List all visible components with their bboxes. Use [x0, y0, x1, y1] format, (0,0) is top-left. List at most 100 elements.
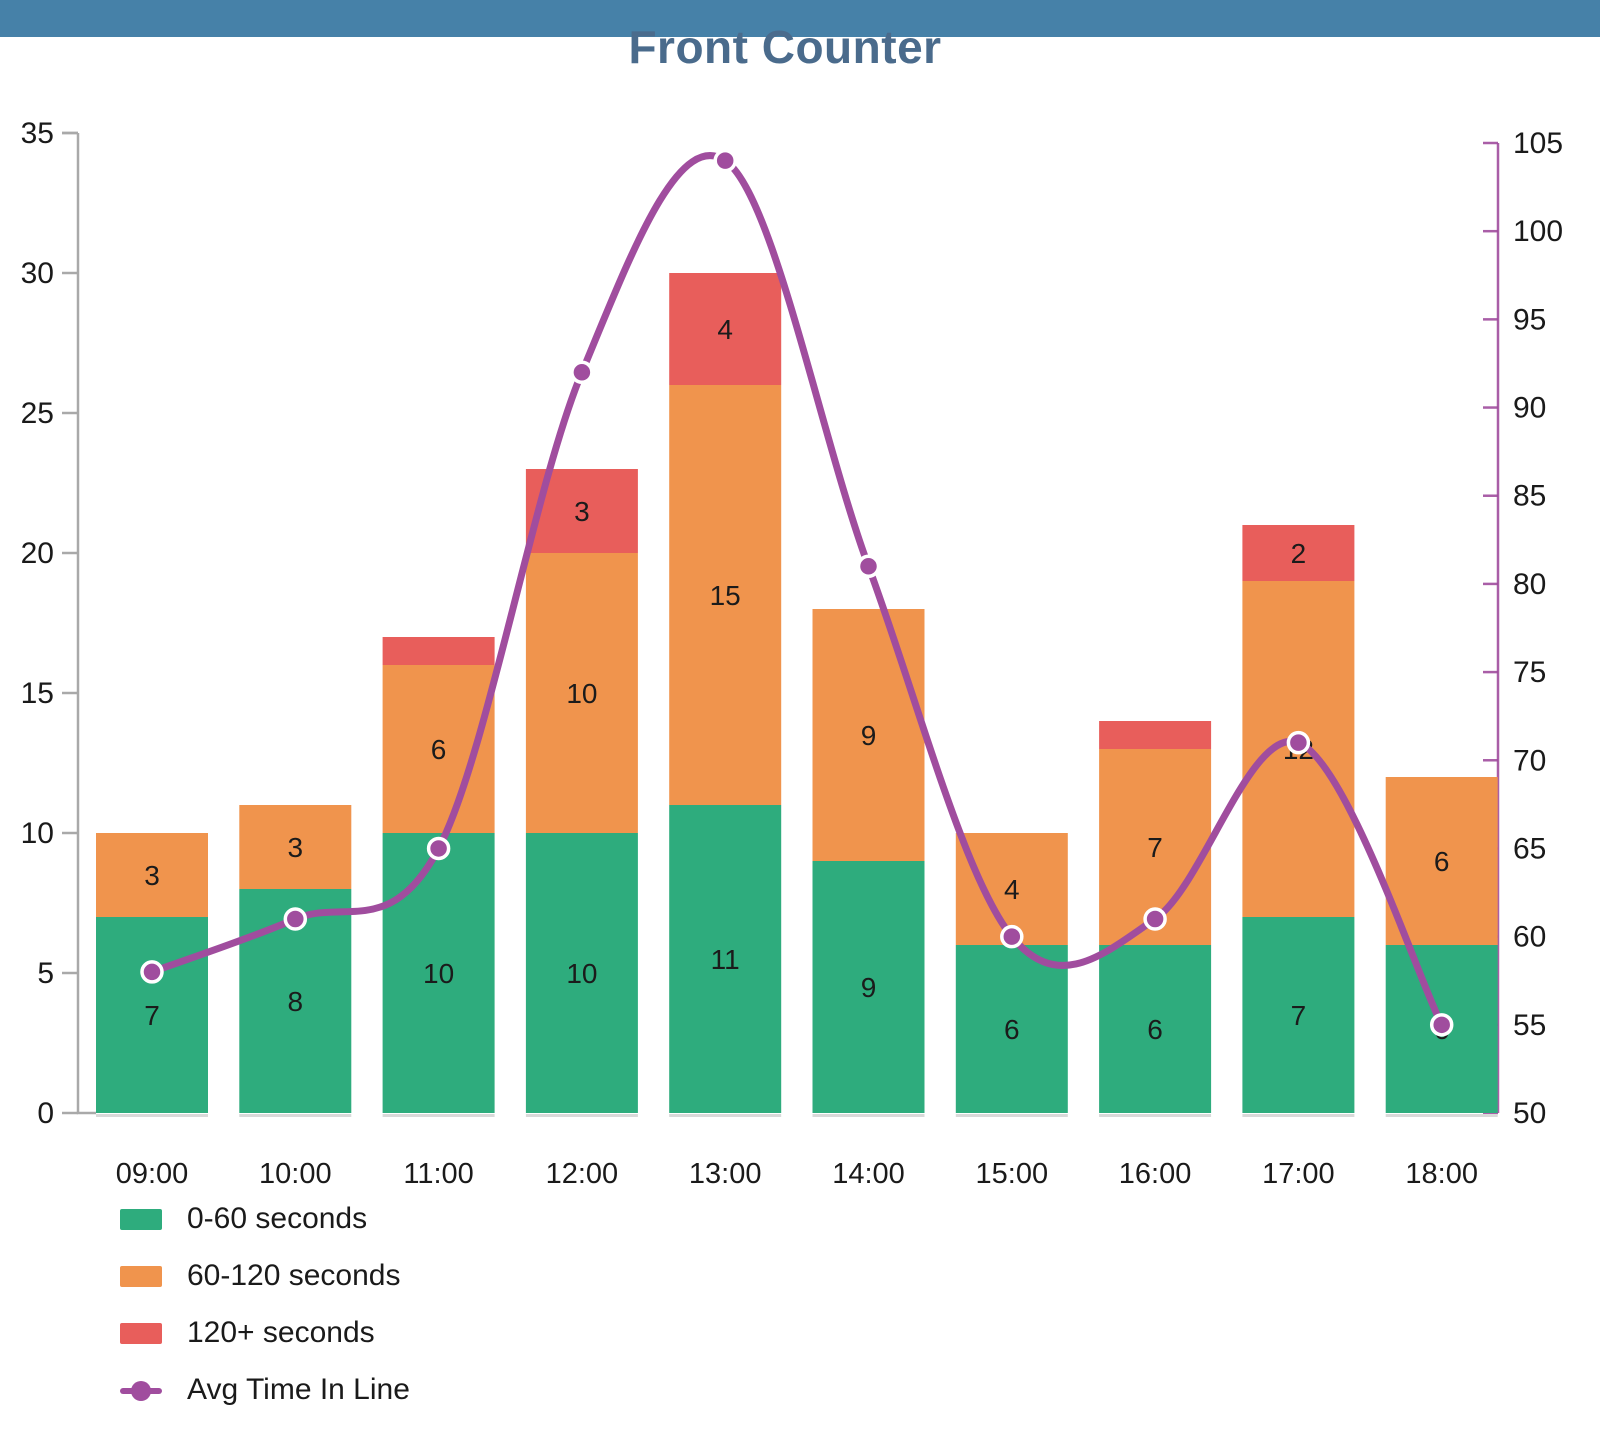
legend-item-60-120-seconds[interactable]: 60-120 seconds — [120, 1259, 410, 1292]
bar-shadow — [669, 1114, 782, 1117]
line-marker-12:00[interactable] — [570, 360, 594, 385]
bar-segment-11:00-120+-seconds[interactable] — [382, 637, 495, 665]
bar-segment-10:00-60-120-seconds[interactable] — [239, 805, 352, 889]
bar-segment-11:00-0-60-seconds[interactable] — [382, 833, 495, 1113]
bar-shadow — [1099, 1114, 1212, 1117]
bar-segment-13:00-120+-seconds[interactable] — [669, 273, 782, 385]
bar-value-label: 10 — [566, 958, 597, 989]
right-axis-tick-label: 65 — [1513, 832, 1546, 865]
bar-shadow — [812, 1114, 925, 1117]
left-axis-line — [62, 131, 96, 1115]
legend-label: 60-120 seconds — [187, 1259, 401, 1292]
bar-segment-14:00-60-120-seconds[interactable] — [812, 609, 925, 861]
bar-segment-09:00-60-120-seconds[interactable] — [96, 833, 208, 917]
right-axis-tick-label: 90 — [1513, 392, 1546, 425]
right-axis-tick-label: 95 — [1513, 303, 1546, 336]
x-axis-label-18:00: 18:00 — [1405, 1158, 1478, 1190]
bar-segment-16:00-0-60-seconds[interactable] — [1099, 945, 1212, 1113]
bar-value-label: 4 — [1004, 874, 1020, 905]
line-marker-14:00[interactable] — [856, 554, 881, 579]
line-marker-17:00[interactable] — [1286, 730, 1311, 755]
right-axis-tick-label: 50 — [1513, 1097, 1546, 1130]
legend-item-avg-time-in-line[interactable]: Avg Time In Line — [120, 1373, 410, 1406]
bar-value-label: 6 — [1434, 846, 1450, 877]
bar-value-label: 10 — [423, 958, 454, 989]
bar-segment-14:00-0-60-seconds[interactable] — [812, 861, 925, 1113]
legend-swatch-0-60-icon — [120, 1208, 162, 1230]
bar-value-label: 9 — [861, 720, 877, 751]
right-axis-tick-label: 85 — [1513, 480, 1546, 513]
line-marker-09:00[interactable] — [140, 960, 164, 984]
x-axis-label-11:00: 11:00 — [403, 1158, 473, 1190]
bar-shadow — [1242, 1114, 1355, 1117]
bar-value-label: 15 — [710, 580, 741, 611]
line-marker-16:00[interactable] — [1143, 907, 1167, 931]
x-axis-label-13:00: 13:00 — [689, 1158, 762, 1190]
bar-value-label: 6 — [1147, 1014, 1163, 1045]
chart-title: Front Counter — [628, 21, 942, 73]
header-bar — [0, 0, 1600, 37]
combo-chart: 0 5 10 15 20 25 30 35 50 55 60 65 70 75 80 85 90 95 100 105… — [21, 117, 1563, 1190]
left-axis-tick-label: 5 — [37, 957, 54, 990]
bar-segment-18:00-60-120-seconds[interactable] — [1385, 777, 1498, 945]
bar-value-label: 2 — [1291, 538, 1307, 569]
bar-segment-12:00-0-60-seconds[interactable] — [525, 833, 638, 1113]
bar-shadow — [1385, 1114, 1498, 1117]
bar-value-label: 10 — [566, 678, 597, 709]
x-axis-label-14:00: 14:00 — [832, 1158, 905, 1190]
right-axis-tick-label: 60 — [1513, 921, 1546, 954]
bar-segment-17:00-120+-seconds[interactable] — [1242, 525, 1355, 581]
left-axis-tick-label: 10 — [21, 817, 54, 850]
bar-segment-15:00-0-60-seconds[interactable] — [955, 945, 1068, 1113]
bar-segment-13:00-60-120-seconds[interactable] — [669, 385, 782, 805]
avg-time-line — [148, 152, 1446, 1029]
bar-value-label: 3 — [574, 496, 590, 527]
bar-segment-09:00-0-60-seconds[interactable] — [96, 917, 208, 1113]
right-axis-tick-label: 70 — [1513, 744, 1546, 777]
x-axis-label-09:00: 09:00 — [116, 1158, 189, 1190]
bar-value-label: 6 — [1004, 1014, 1020, 1045]
legend-item-0-60-seconds[interactable]: 0-60 seconds — [120, 1202, 410, 1235]
bar-value-label: 6 — [431, 734, 447, 765]
line-marker-13:00[interactable] — [713, 148, 737, 173]
right-axis-tick-label: 80 — [1513, 568, 1546, 601]
left-axis-tick-label: 15 — [21, 677, 54, 710]
left-axis-tick-label: 30 — [21, 257, 54, 290]
line-marker-10:00[interactable] — [283, 907, 308, 931]
left-axis-tick-label: 25 — [21, 397, 54, 430]
bar-value-label: 8 — [288, 986, 304, 1017]
line-marker-18:00[interactable] — [1429, 1013, 1454, 1037]
bar-value-label: 11 — [711, 944, 740, 975]
legend-label: 120+ seconds — [187, 1316, 375, 1349]
right-axis-tick-label: 105 — [1513, 127, 1563, 160]
bar-value-label: 3 — [288, 832, 304, 863]
x-axis-label-12:00: 12:00 — [546, 1158, 619, 1190]
legend-label: 0-60 seconds — [187, 1202, 368, 1235]
bar-value-label: 7 — [144, 1000, 160, 1031]
x-axis-label-15:00: 15:00 — [976, 1158, 1049, 1190]
legend-item-120-plus-seconds[interactable]: 120+ seconds — [120, 1316, 410, 1349]
right-axis-tick-label: 75 — [1513, 656, 1546, 689]
bar-value-label: 9 — [861, 972, 877, 1003]
bar-value-label: 7 — [1291, 1000, 1307, 1031]
left-axis-tick-label: 20 — [21, 537, 54, 570]
bar-segment-13:00-0-60-seconds[interactable] — [669, 805, 782, 1113]
bar-shadow — [96, 1114, 208, 1117]
bar-shadow — [239, 1114, 352, 1117]
left-axis-tick-label: 35 — [21, 117, 54, 150]
bar-shadow — [525, 1114, 638, 1117]
bar-value-label: 7 — [1147, 832, 1163, 863]
legend-swatch-60-120-icon — [120, 1265, 162, 1287]
x-axis-label-16:00: 16:00 — [1119, 1158, 1192, 1190]
bar-value-label: 4 — [717, 314, 733, 345]
legend: 0-60 seconds 60-120 seconds 120+ seconds… — [120, 1202, 410, 1436]
bar-value-label: 3 — [144, 860, 160, 891]
bar-segment-16:00-120+-seconds[interactable] — [1099, 721, 1212, 749]
left-axis-tick-label: 0 — [37, 1097, 54, 1130]
bar-segment-12:00-60-120-seconds[interactable] — [525, 553, 638, 833]
bar-segment-17:00-0-60-seconds[interactable] — [1242, 917, 1355, 1113]
right-axis-tick-label: 55 — [1513, 1009, 1546, 1042]
bar-shadow — [955, 1114, 1068, 1117]
line-marker-15:00[interactable] — [1000, 924, 1024, 949]
line-marker-11:00[interactable] — [426, 836, 451, 861]
